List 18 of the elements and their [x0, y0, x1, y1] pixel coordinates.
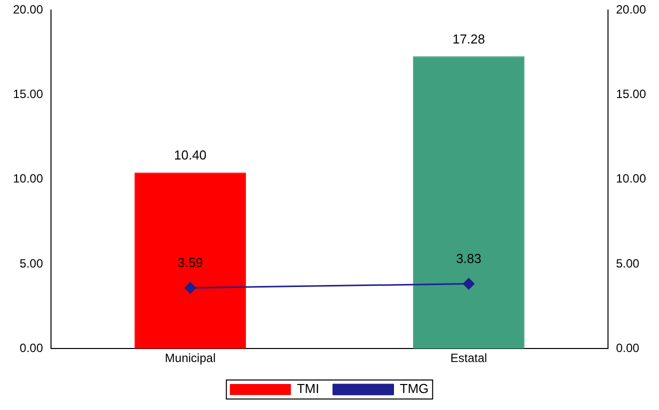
y-tick-label: 20.00	[13, 2, 44, 17]
data-label: 3.83	[456, 250, 482, 266]
y2-tick-label: 20.00	[616, 2, 646, 17]
y2-tick-label: 10.00	[616, 172, 646, 186]
y-tick-label: 15.00	[13, 87, 44, 102]
y2-tick-label: 5.00	[616, 256, 640, 270]
data-label: 17.28	[452, 31, 486, 46]
y-tick-label: 10.00	[13, 172, 44, 186]
legend-label: TMG	[400, 381, 429, 396]
x-tick-label: Municipal	[164, 351, 216, 366]
y-tick-label: 5.00	[20, 256, 44, 270]
legend-label: TMI	[296, 381, 320, 396]
x-tick-label: Estatal	[450, 351, 488, 366]
data-label: 10.40	[174, 148, 207, 163]
y-tick-label: 0.00	[20, 340, 44, 355]
y2-tick-label: 15.00	[616, 87, 646, 102]
data-label: 3.59	[178, 254, 203, 270]
y2-tick-label: 0.00	[616, 340, 640, 355]
